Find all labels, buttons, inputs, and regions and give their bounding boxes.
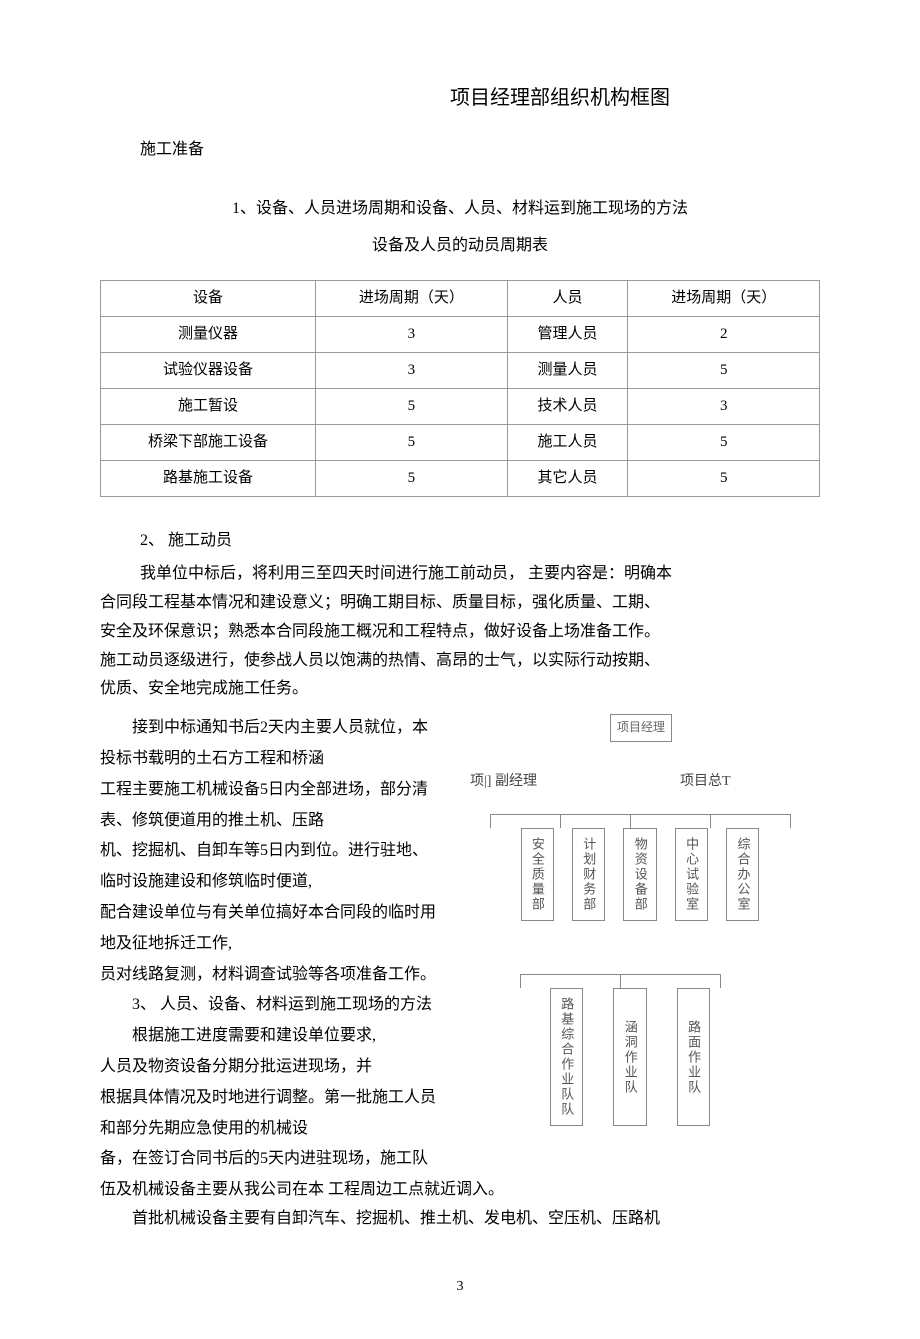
org-team: 路面作业队 bbox=[677, 988, 710, 1126]
body-text: 临时设施建设和修筑临时便道, bbox=[100, 868, 448, 897]
body-text: 首批机械设备主要有自卸汽车、挖掘机、推土机、发电机、空压机、压路机 bbox=[100, 1205, 820, 1234]
table-cell: 试验仪器设备 bbox=[101, 353, 316, 389]
org-team: 路基综合作业队队 bbox=[550, 988, 583, 1126]
table-cell: 5 bbox=[628, 461, 820, 497]
subsection-2: 2、 施工动员 bbox=[140, 527, 820, 556]
left-text-column: 接到中标通知书后2天内主要人员就位，本 投标书载明的土石方工程和桥涵 工程主要施… bbox=[100, 714, 448, 1176]
table-row: 试验仪器设备3测量人员5 bbox=[101, 353, 820, 389]
body-text: 优质、安全地完成施工任务。 bbox=[100, 675, 820, 704]
table-cell: 5 bbox=[316, 425, 508, 461]
body-text: 根据具体情况及时地进行调整。第一批施工人员 bbox=[100, 1084, 448, 1113]
body-text: 根据施工进度需要和建设单位要求, bbox=[100, 1022, 448, 1051]
org-dept: 中心试验室 bbox=[675, 828, 708, 921]
col-header: 设备 bbox=[101, 281, 316, 317]
table-cell: 桥梁下部施工设备 bbox=[101, 425, 316, 461]
page-title: 项目经理部组织机构框图 bbox=[300, 80, 820, 116]
table-cell: 测量人员 bbox=[507, 353, 628, 389]
table-row: 桥梁下部施工设备5施工人员5 bbox=[101, 425, 820, 461]
body-text: 和部分先期应急使用的机械设 bbox=[100, 1115, 448, 1144]
table-row: 路基施工设备5其它人员5 bbox=[101, 461, 820, 497]
table-cell: 3 bbox=[316, 317, 508, 353]
mobilization-table: 设备 进场周期（天） 人员 进场周期（天） 测量仪器3管理人员2试验仪器设备3测… bbox=[100, 280, 820, 497]
org-node-chief: 项目总T bbox=[680, 769, 731, 794]
body-text: 配合建设单位与有关单位搞好本合同段的临时用 bbox=[100, 899, 448, 928]
body-text: 接到中标通知书后2天内主要人员就位，本 bbox=[100, 714, 448, 743]
section-heading: 施工准备 bbox=[140, 136, 820, 165]
table-cell: 3 bbox=[316, 353, 508, 389]
body-text: 安全及环保意识；熟悉本合同段施工概况和工程特点，做好设备上场准备工作。 bbox=[100, 618, 820, 647]
table-cell: 路基施工设备 bbox=[101, 461, 316, 497]
body-text: 我单位中标后，将利用三至四天时间进行施工前动员， 主要内容是：明确本 bbox=[140, 560, 820, 589]
col-header: 进场周期（天） bbox=[628, 281, 820, 317]
page-number: 3 bbox=[100, 1274, 820, 1299]
body-text: 表、修筑便道用的推土机、压路 bbox=[100, 807, 448, 836]
table-cell: 测量仪器 bbox=[101, 317, 316, 353]
body-text: 员对线路复测，材料调查试验等各项准备工作。 bbox=[100, 961, 448, 990]
body-text: 合同段工程基本情况和建设意义；明确工期目标、质量目标，强化质量、工期、 bbox=[100, 589, 820, 618]
body-text: 地及征地拆迁工作, bbox=[100, 930, 448, 959]
body-text: 人员及物资设备分期分批运进现场，并 bbox=[100, 1053, 448, 1082]
body-text: 投标书载明的土石方工程和桥涵 bbox=[100, 745, 448, 774]
col-header: 人员 bbox=[507, 281, 628, 317]
table-row: 设备 进场周期（天） 人员 进场周期（天） bbox=[101, 281, 820, 317]
org-node-deputy: 项|] 副经理 bbox=[470, 769, 537, 794]
org-dept: 计划财务部 bbox=[572, 828, 605, 921]
col-header: 进场周期（天） bbox=[316, 281, 508, 317]
table-cell: 5 bbox=[316, 461, 508, 497]
subsection-1: 1、设备、人员进场周期和设备、人员、材料运到施工现场的方法 bbox=[100, 195, 820, 224]
org-team: 涵洞作业队 bbox=[613, 988, 646, 1126]
org-node-manager: 项目经理 bbox=[610, 714, 672, 742]
table-cell: 5 bbox=[316, 389, 508, 425]
table-cell: 施工暂设 bbox=[101, 389, 316, 425]
body-text: 伍及机械设备主要从我公司在本 工程周边工点就近调入。 bbox=[100, 1176, 820, 1205]
table-cell: 管理人员 bbox=[507, 317, 628, 353]
table-cell: 技术人员 bbox=[507, 389, 628, 425]
table-cell: 2 bbox=[628, 317, 820, 353]
table-cell: 施工人员 bbox=[507, 425, 628, 461]
subsection-3: 3、 人员、设备、材料运到施工现场的方法 bbox=[100, 991, 448, 1020]
table-cell: 5 bbox=[628, 425, 820, 461]
table-cell: 其它人员 bbox=[507, 461, 628, 497]
org-dept: 安全质量部 bbox=[521, 828, 554, 921]
table-row: 测量仪器3管理人员2 bbox=[101, 317, 820, 353]
table-cell: 5 bbox=[628, 353, 820, 389]
body-text: 备，在签订合同书后的5天内进驻现场，施工队 bbox=[100, 1145, 448, 1174]
org-dept: 物资设备部 bbox=[623, 828, 656, 921]
table-cell: 3 bbox=[628, 389, 820, 425]
org-chart: 项目经理 项|] 副经理 项目总T 安全质量部 计划财务部 物资设备部 中心试验… bbox=[460, 714, 820, 1154]
body-text: 施工动员逐级进行，使参战人员以饱满的热情、高昂的士气，以实际行动按期、 bbox=[100, 647, 820, 676]
body-text: 机、挖掘机、自卸车等5日内到位。进行驻地、 bbox=[100, 837, 448, 866]
org-dept: 综合办公室 bbox=[726, 828, 759, 921]
table-row: 施工暂设5技术人员3 bbox=[101, 389, 820, 425]
body-text: 工程主要施工机械设备5日内全部进场，部分清 bbox=[100, 776, 448, 805]
table-title: 设备及人员的动员周期表 bbox=[100, 232, 820, 261]
